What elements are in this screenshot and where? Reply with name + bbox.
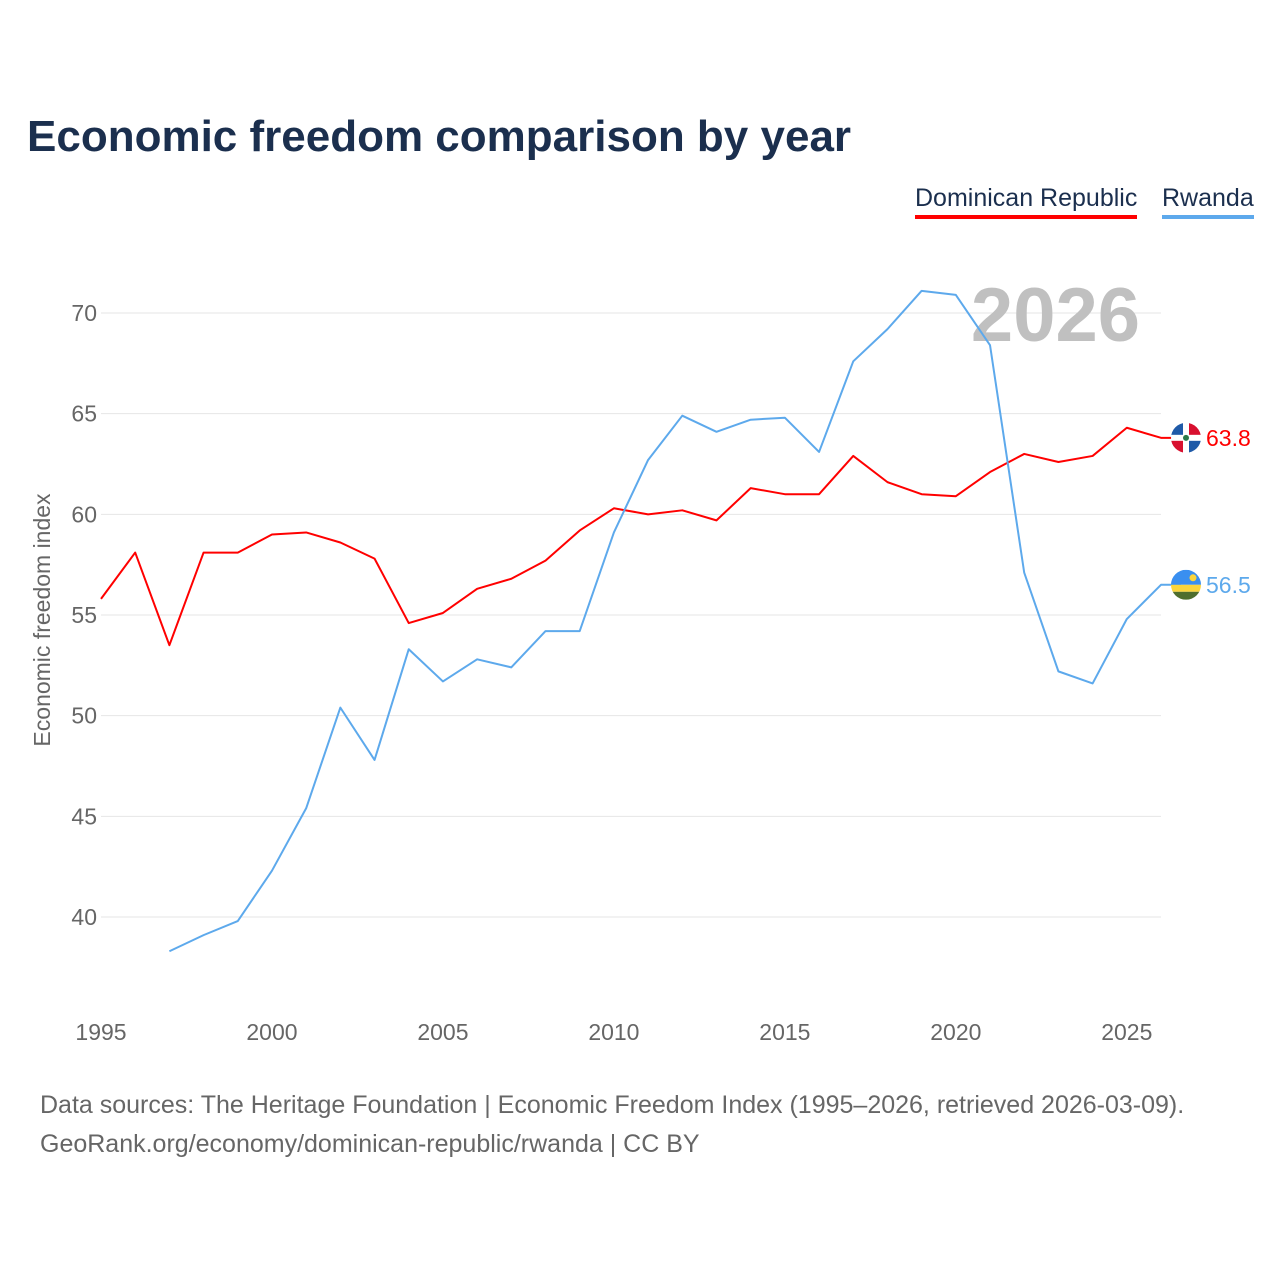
data-point[interactable] (919, 491, 925, 497)
y-tick-label: 70 (71, 300, 97, 326)
data-point[interactable] (337, 540, 343, 546)
data-point[interactable] (508, 664, 514, 670)
data-point[interactable] (406, 646, 412, 652)
data-point[interactable] (1021, 451, 1027, 457)
data-point[interactable] (1021, 570, 1027, 576)
data-point[interactable] (543, 628, 549, 634)
data-point[interactable] (474, 586, 480, 592)
data-point[interactable] (1158, 435, 1164, 441)
data-point[interactable] (645, 457, 651, 463)
data-point[interactable] (474, 656, 480, 662)
x-tick-label: 2005 (417, 1019, 468, 1045)
x-tick-label: 2015 (759, 1019, 810, 1045)
data-point[interactable] (953, 292, 959, 298)
data-point[interactable] (611, 505, 617, 511)
end-value-label: 56.5 (1206, 572, 1251, 598)
y-tick-label: 50 (71, 703, 97, 729)
data-point[interactable] (303, 805, 309, 811)
data-point[interactable] (748, 485, 754, 491)
y-tick-label: 55 (71, 602, 97, 628)
data-point[interactable] (235, 550, 241, 556)
x-tick-label: 1995 (75, 1019, 126, 1045)
year-annotation: 2026 (971, 273, 1140, 358)
data-point[interactable] (1124, 616, 1130, 622)
data-point[interactable] (816, 449, 822, 455)
data-point[interactable] (269, 868, 275, 874)
source-note: Data sources: The Heritage Foundation | … (40, 1086, 1184, 1164)
data-point[interactable] (679, 413, 685, 419)
data-point[interactable] (406, 620, 412, 626)
data-point[interactable] (884, 479, 890, 485)
legend-dominican-republic[interactable]: Dominican Republic (915, 184, 1138, 219)
x-tick-label: 2020 (930, 1019, 981, 1045)
data-point[interactable] (987, 469, 993, 475)
data-point[interactable] (543, 558, 549, 564)
legend-rwanda[interactable]: Rwanda (1162, 184, 1254, 219)
data-point[interactable] (166, 948, 172, 954)
data-point[interactable] (748, 417, 754, 423)
data-point[interactable] (98, 596, 104, 602)
y-tick-label: 40 (71, 904, 97, 930)
data-point[interactable] (713, 429, 719, 435)
series-line-rwanda[interactable] (168, 289, 1181, 953)
data-point[interactable] (166, 642, 172, 648)
y-tick-label: 60 (71, 501, 97, 527)
data-point[interactable] (611, 529, 617, 535)
data-point[interactable] (201, 550, 207, 556)
data-point[interactable] (850, 358, 856, 364)
data-point[interactable] (132, 550, 138, 556)
data-point[interactable] (1124, 425, 1130, 431)
data-point[interactable] (1158, 582, 1164, 588)
data-point[interactable] (269, 531, 275, 537)
data-point[interactable] (782, 415, 788, 421)
data-point[interactable] (782, 491, 788, 497)
data-point[interactable] (713, 517, 719, 523)
x-tick-label: 2010 (588, 1019, 639, 1045)
data-point[interactable] (850, 453, 856, 459)
data-point[interactable] (919, 288, 925, 294)
x-tick-label: 2000 (246, 1019, 297, 1045)
data-point[interactable] (953, 493, 959, 499)
data-point[interactable] (577, 527, 583, 533)
data-point[interactable] (679, 507, 685, 513)
data-point[interactable] (440, 678, 446, 684)
y-tick-label: 45 (71, 803, 97, 829)
data-point[interactable] (303, 529, 309, 535)
data-point[interactable] (235, 918, 241, 924)
data-point[interactable] (987, 342, 993, 348)
data-point[interactable] (372, 757, 378, 763)
y-tick-label: 65 (71, 401, 97, 427)
data-point[interactable] (816, 491, 822, 497)
source-line-1: Data sources: The Heritage Foundation | … (40, 1091, 1185, 1119)
data-point[interactable] (440, 610, 446, 616)
data-point[interactable] (1090, 453, 1096, 459)
dominican-republic-flag-icon (1171, 422, 1201, 453)
source-line-2[interactable]: GeoRank.org/economy/dominican-republic/r… (40, 1130, 700, 1158)
data-point[interactable] (508, 576, 514, 582)
data-point[interactable] (884, 326, 890, 332)
rwanda-flag-icon (1171, 569, 1201, 600)
chart-title: Economic freedom comparison by year (27, 112, 852, 161)
data-point[interactable] (645, 511, 651, 517)
data-point[interactable] (577, 628, 583, 634)
end-value-label: 63.8 (1206, 425, 1251, 451)
y-axis-label: Economic freedom index (29, 493, 55, 747)
series-line-dominican-republic[interactable] (100, 426, 1181, 647)
data-point[interactable] (1055, 459, 1061, 465)
data-point[interactable] (372, 556, 378, 562)
data-point[interactable] (1055, 668, 1061, 674)
x-tick-label: 2025 (1101, 1019, 1152, 1045)
data-point[interactable] (1090, 680, 1096, 686)
data-point[interactable] (337, 705, 343, 711)
data-point[interactable] (201, 932, 207, 938)
